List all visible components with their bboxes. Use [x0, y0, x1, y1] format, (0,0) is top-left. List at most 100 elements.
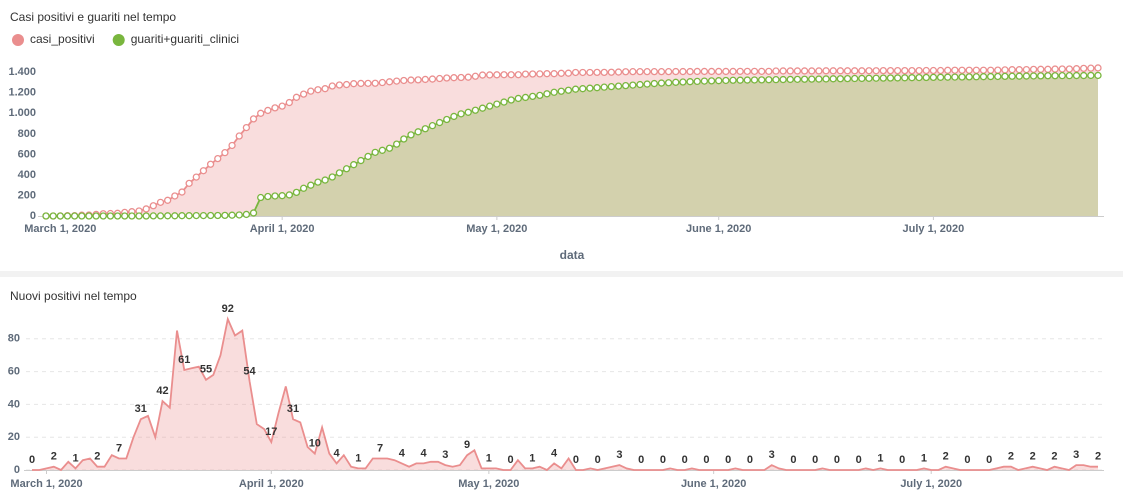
marker: [178, 188, 186, 196]
data-label: 0: [899, 454, 905, 466]
marker: [321, 85, 329, 93]
data-label: 2: [1095, 451, 1101, 463]
marker: [622, 81, 630, 90]
marker: [493, 71, 501, 79]
x-tick-label: June 1, 2020: [681, 478, 746, 490]
data-label: 0: [964, 454, 970, 466]
marker: [156, 212, 165, 220]
marker: [378, 146, 387, 154]
marker: [1029, 65, 1038, 74]
marker: [893, 66, 902, 75]
marker: [593, 84, 601, 92]
marker: [264, 106, 272, 115]
marker: [786, 75, 794, 84]
marker: [815, 67, 823, 75]
data-label: 0: [790, 454, 796, 466]
marker: [457, 73, 465, 82]
data-label: 7: [377, 442, 383, 454]
data-label: 4: [334, 447, 341, 459]
marker: [657, 68, 666, 76]
marker: [299, 184, 308, 192]
marker: [851, 74, 859, 83]
marker: [679, 78, 687, 86]
marker: [836, 67, 845, 75]
y-tick-label: 20: [8, 431, 20, 443]
marker: [643, 68, 651, 76]
marker: [1072, 65, 1081, 73]
marker: [443, 115, 451, 124]
marker: [650, 79, 658, 88]
marker: [722, 76, 730, 85]
marker: [486, 102, 494, 110]
marker: [199, 167, 208, 175]
y-tick-label: 1.000: [8, 107, 36, 119]
marker: [843, 74, 852, 83]
marker: [1008, 66, 1016, 74]
marker: [972, 66, 980, 74]
marker: [314, 178, 322, 186]
marker: [142, 212, 150, 220]
y-tick-label: 1.400: [8, 66, 36, 78]
marker: [257, 193, 265, 202]
marker: [1044, 65, 1052, 73]
marker: [185, 179, 193, 188]
data-label: 0: [682, 454, 688, 466]
marker: [664, 79, 673, 87]
legend-swatch: [12, 34, 24, 46]
marker: [779, 67, 787, 75]
data-label: 1: [486, 452, 492, 464]
marker: [729, 76, 737, 84]
marker: [987, 72, 995, 81]
marker: [206, 160, 215, 168]
marker: [657, 79, 666, 87]
marker: [350, 80, 358, 88]
marker: [1058, 72, 1066, 80]
marker: [486, 71, 494, 79]
marker: [78, 212, 86, 220]
marker: [285, 98, 293, 107]
marker: [707, 67, 716, 76]
marker: [629, 81, 637, 89]
marker: [643, 80, 651, 88]
marker: [357, 156, 365, 165]
marker: [328, 82, 336, 90]
marker: [550, 88, 558, 96]
marker: [521, 93, 530, 102]
y-tick-label: 200: [18, 189, 36, 201]
marker: [242, 210, 251, 219]
marker: [49, 212, 57, 220]
marker: [951, 73, 959, 81]
marker: [886, 74, 895, 82]
line: [32, 316, 1098, 472]
marker: [128, 212, 136, 220]
marker: [493, 100, 501, 108]
marker: [450, 112, 458, 121]
data-label: 0: [573, 454, 579, 466]
marker: [56, 212, 64, 220]
marker: [192, 173, 200, 181]
data-label: 2: [94, 451, 100, 463]
marker: [822, 75, 830, 83]
marker: [958, 73, 966, 81]
marker: [228, 141, 236, 150]
legend-swatch: [112, 34, 125, 46]
marker: [92, 212, 100, 220]
marker: [944, 66, 952, 74]
data-label: 3: [1073, 449, 1079, 461]
marker: [893, 74, 902, 82]
data-label: 17: [265, 426, 277, 438]
marker: [214, 211, 222, 220]
marker: [514, 71, 522, 79]
data-label: 1: [72, 452, 78, 464]
marker: [536, 91, 544, 100]
data-label: 31: [135, 403, 147, 415]
data-label: 1: [355, 452, 361, 464]
x-tick-label: March 1, 2020: [10, 478, 82, 490]
marker: [393, 140, 401, 148]
x-axis-label: data: [560, 248, 585, 262]
marker: [614, 68, 623, 76]
marker: [951, 66, 959, 74]
marker: [836, 75, 845, 83]
marker: [185, 212, 193, 220]
